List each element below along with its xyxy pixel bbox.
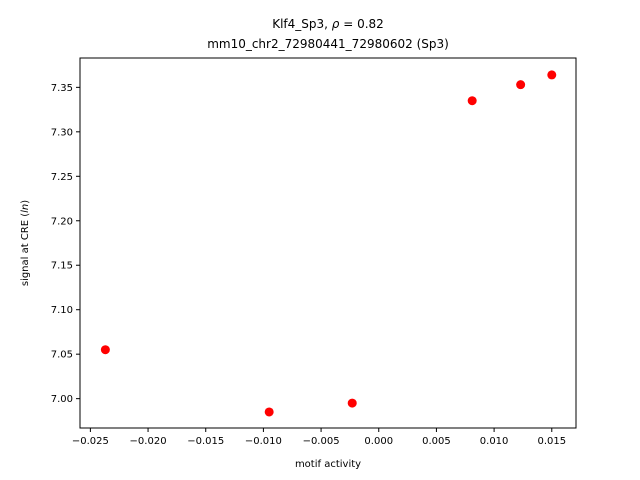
- y-tick-label: 7.30: [51, 127, 73, 138]
- x-tick-label: −0.025: [72, 436, 109, 447]
- data-point-4: [467, 96, 477, 106]
- x-tick-label: 0.005: [422, 436, 451, 447]
- chart-title: Klf4_Sp3, ρ = 0.82 mm10_chr2_72980441_72…: [207, 17, 449, 51]
- x-axis-label: motif activity: [295, 459, 361, 470]
- data-point-5: [516, 80, 526, 90]
- data-point-6: [547, 70, 557, 80]
- plot-frame: [79, 57, 577, 429]
- data-point-3: [347, 398, 357, 408]
- chart-title-line2: mm10_chr2_72980441_72980602 (Sp3): [207, 37, 449, 51]
- x-axis-ticks: −0.025 −0.020 −0.015 −0.010 −0.005 0.000 0.005…: [72, 428, 566, 447]
- x-tick-label: 0.000: [364, 436, 393, 447]
- chart-title-line1: Klf4_Sp3, ρ = 0.82: [272, 17, 384, 31]
- y-tick-label: 7.35: [51, 83, 73, 94]
- x-tick-label: −0.020: [130, 436, 167, 447]
- y-tick-label: 7.10: [51, 305, 73, 316]
- y-axis-label: signal at CRE (ln): [20, 200, 31, 286]
- x-tick-label: −0.005: [303, 436, 340, 447]
- data-point-1: [100, 345, 110, 355]
- x-tick-label: 0.010: [480, 436, 509, 447]
- y-tick-label: 7.20: [51, 216, 73, 227]
- y-tick-label: 7.25: [51, 172, 73, 183]
- data-points: [100, 70, 557, 417]
- y-tick-label: 7.00: [51, 394, 73, 405]
- y-tick-label: 7.15: [51, 261, 73, 272]
- x-tick-label: −0.010: [245, 436, 282, 447]
- y-tick-label: 7.05: [51, 350, 73, 361]
- y-axis-ticks: 7.00 7.05 7.10 7.15 7.20 7.25 7.30 7.35: [51, 83, 80, 405]
- x-tick-label: 0.015: [537, 436, 566, 447]
- x-tick-label: −0.015: [187, 436, 224, 447]
- data-point-2: [264, 407, 274, 417]
